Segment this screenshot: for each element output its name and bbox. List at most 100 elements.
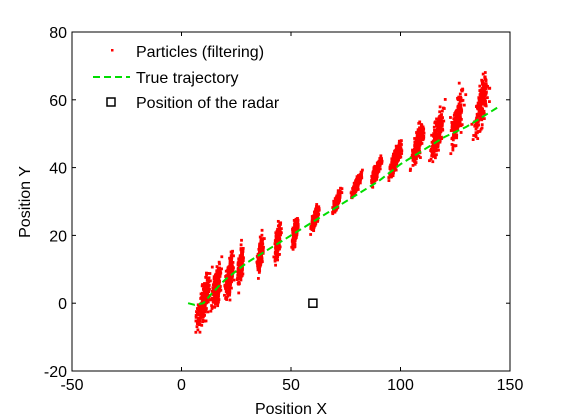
particle-point: [396, 156, 400, 160]
particle-point: [411, 155, 415, 159]
particle-point: [458, 120, 462, 124]
particle-point: [476, 101, 480, 105]
particle-point: [461, 87, 465, 91]
particle-point: [374, 174, 378, 178]
particle-point: [237, 280, 241, 284]
particle-point: [475, 125, 479, 129]
particle-point: [260, 233, 264, 237]
particle-point: [387, 176, 391, 179]
y-tick-label: 0: [58, 296, 67, 313]
particle-point: [399, 146, 403, 149]
particle-point: [258, 247, 262, 250]
particle-point: [259, 251, 263, 255]
particle-point: [200, 300, 204, 303]
particle-point: [209, 309, 213, 313]
particle-point: [277, 231, 281, 234]
particle-point: [459, 131, 463, 134]
particle-point: [432, 150, 436, 154]
particle-point: [312, 229, 316, 233]
particle-point: [195, 325, 199, 329]
particle-point: [231, 249, 234, 253]
particle-point: [198, 319, 202, 323]
particle-point: [361, 168, 364, 172]
particle-point: [450, 121, 454, 124]
particle-point: [259, 258, 263, 262]
particle-point: [206, 277, 210, 280]
particle-point: [240, 251, 244, 255]
particle-point: [225, 297, 228, 301]
particle-point: [273, 259, 277, 263]
particle-point: [458, 96, 462, 100]
particle-point: [217, 273, 221, 277]
particle-point: [456, 116, 460, 120]
particle-point: [223, 283, 227, 287]
particle-point: [226, 272, 230, 276]
particle-point: [292, 235, 295, 238]
particle-point: [295, 226, 299, 230]
particle-point: [441, 116, 444, 119]
particle-point: [312, 225, 316, 228]
particle-point: [337, 190, 341, 194]
particle-point: [239, 273, 243, 277]
particle-point: [432, 125, 436, 129]
particle-point: [355, 177, 359, 181]
particle-point: [390, 161, 394, 165]
particle-point: [438, 105, 442, 109]
particle-point: [224, 269, 228, 273]
particle-point: [241, 272, 245, 276]
particle-point: [196, 308, 200, 312]
particle-point: [478, 84, 482, 88]
particle-point: [258, 242, 262, 246]
particle-point: [216, 291, 219, 295]
particle-point: [213, 285, 216, 288]
particle-point: [431, 151, 435, 155]
particle-point: [430, 154, 434, 158]
particle-point: [390, 174, 394, 178]
particle-point: [310, 215, 314, 218]
particle-point: [340, 187, 344, 191]
particle-point: [484, 100, 487, 103]
particle-point: [433, 154, 437, 158]
particle-point: [258, 260, 262, 264]
particle-point: [203, 294, 207, 298]
legend-label-trajectory: True trajectory: [136, 70, 239, 87]
particle-point: [311, 217, 315, 221]
particle-point: [436, 144, 440, 148]
particle-point: [391, 158, 395, 162]
particle-point: [475, 121, 479, 124]
particle-point: [484, 91, 488, 95]
particle-point: [333, 205, 337, 209]
particle-point: [220, 267, 223, 271]
particle-point: [455, 109, 459, 113]
particle-point: [259, 244, 263, 248]
particle-point: [438, 133, 442, 137]
particle-point: [224, 287, 228, 291]
particle-point: [433, 145, 437, 148]
particle-point: [205, 307, 208, 310]
particle-point: [293, 219, 297, 223]
particle-point: [483, 71, 487, 74]
particle-point: [278, 233, 282, 237]
y-tick-label: 80: [49, 25, 67, 42]
particle-point: [440, 122, 444, 126]
particle-point: [484, 102, 488, 106]
particle-point: [453, 119, 457, 123]
particle-point: [277, 228, 281, 232]
particle-point: [456, 112, 460, 115]
particle-point: [230, 256, 234, 260]
particle-point: [388, 173, 392, 177]
particle-point: [434, 134, 438, 137]
particle-point: [451, 146, 455, 150]
particle-point: [336, 201, 340, 205]
particle-point: [228, 278, 232, 281]
particle-point: [481, 72, 485, 76]
particle-point: [228, 264, 232, 267]
particle-point: [225, 292, 229, 295]
particle-point: [199, 309, 203, 312]
particle-point: [276, 258, 279, 262]
particle-point: [210, 265, 214, 269]
particle-point: [451, 125, 454, 129]
particle-point: [437, 124, 441, 128]
particle-point: [217, 277, 221, 281]
particle-point: [296, 218, 300, 222]
